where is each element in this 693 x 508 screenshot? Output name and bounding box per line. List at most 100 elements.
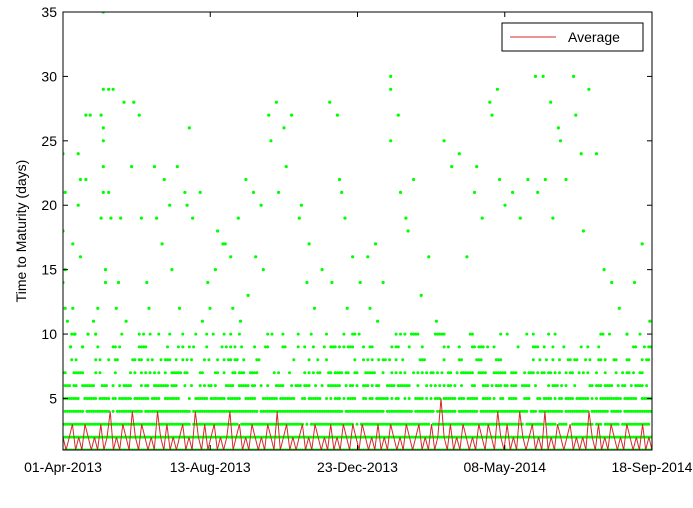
scatter-point [282, 126, 286, 130]
scatter-point [425, 384, 429, 388]
scatter-point [455, 422, 459, 426]
scatter-point [425, 397, 429, 400]
scatter-point [645, 384, 649, 388]
scatter-point [120, 332, 124, 336]
scatter-point [632, 345, 635, 349]
scatter-point [194, 435, 198, 439]
scatter-point [94, 332, 98, 336]
scatter-point [311, 371, 315, 375]
scatter-point [534, 345, 537, 349]
scatter-point [85, 422, 89, 426]
scatter-point [118, 435, 122, 439]
scatter-point [399, 384, 402, 388]
scatter-point [220, 409, 224, 413]
scatter-point [575, 409, 579, 413]
scatter-point [322, 422, 326, 426]
scatter-point [175, 165, 179, 169]
scatter-point [102, 409, 106, 413]
scatter-point [216, 422, 220, 426]
scatter-point [444, 409, 448, 413]
scatter-point [63, 422, 67, 426]
scatter-point [512, 409, 516, 413]
scatter-point [191, 216, 195, 220]
scatter-point [311, 409, 315, 413]
scatter-point [627, 358, 631, 362]
scatter-point [126, 435, 130, 439]
scatter-point [638, 384, 642, 388]
scatter-point [185, 371, 189, 375]
scatter-point [253, 384, 257, 388]
scatter-point [418, 397, 422, 400]
scatter-point [416, 397, 420, 400]
scatter-point [261, 397, 265, 400]
scatter-point [409, 409, 413, 413]
scatter-point [194, 332, 198, 336]
scatter-point [100, 397, 104, 400]
scatter-point [403, 422, 407, 426]
scatter-point [264, 409, 267, 413]
scatter-point [634, 422, 638, 426]
scatter-point [416, 435, 420, 439]
scatter-point [450, 165, 454, 169]
scatter-point [250, 371, 254, 375]
scatter-point [344, 371, 348, 375]
scatter-point [547, 435, 551, 439]
scatter-point [203, 358, 206, 362]
scatter-point [383, 397, 387, 400]
scatter-point [113, 397, 117, 400]
scatter-point [377, 409, 381, 413]
scatter-point [335, 422, 339, 426]
scatter-point [183, 190, 187, 194]
y-tick-label: 35 [41, 4, 57, 20]
scatter-point [292, 397, 296, 400]
scatter-point [311, 345, 315, 349]
scatter-point [551, 345, 555, 349]
scatter-point [335, 384, 339, 388]
scatter-point [595, 422, 598, 426]
scatter-point [303, 397, 307, 400]
scatter-point [144, 397, 148, 400]
scatter-point [177, 306, 182, 310]
scatter-point [599, 384, 603, 388]
scatter-point [446, 345, 450, 349]
scatter-point [359, 409, 363, 413]
scatter-point [457, 422, 461, 426]
scatter-point [137, 397, 141, 400]
scatter-point [368, 345, 372, 349]
scatter-point [466, 435, 470, 439]
scatter-point [255, 422, 259, 426]
scatter-point [553, 371, 557, 375]
scatter-point [251, 190, 256, 194]
scatter-point [470, 384, 474, 388]
scatter-point [433, 332, 437, 336]
scatter-point [242, 371, 246, 375]
scatter-point [192, 409, 196, 413]
scatter-point [74, 384, 78, 388]
scatter-point [87, 409, 91, 413]
scatter-point [76, 152, 80, 156]
scatter-point [512, 397, 516, 400]
scatter-point [107, 358, 111, 362]
scatter-point [581, 422, 585, 426]
scatter-point [603, 397, 607, 400]
scatter-point [592, 435, 596, 439]
scatter-point [235, 397, 239, 400]
scatter-point [216, 371, 220, 375]
scatter-point [577, 422, 581, 426]
scatter-point [172, 409, 176, 413]
scatter-point [556, 126, 561, 130]
scatter-point [534, 422, 537, 426]
scatter-point [536, 190, 540, 194]
scatter-point [614, 435, 618, 439]
scatter-point [187, 126, 191, 130]
scatter-point [174, 371, 178, 375]
scatter-point [244, 409, 248, 413]
scatter-point [261, 422, 265, 426]
scatter-point [623, 422, 627, 426]
scatter-point [179, 409, 183, 413]
scatter-point [412, 422, 416, 426]
scatter-point [130, 165, 134, 169]
scatter-point [370, 422, 374, 426]
scatter-point [305, 409, 309, 413]
scatter-point [231, 306, 235, 310]
